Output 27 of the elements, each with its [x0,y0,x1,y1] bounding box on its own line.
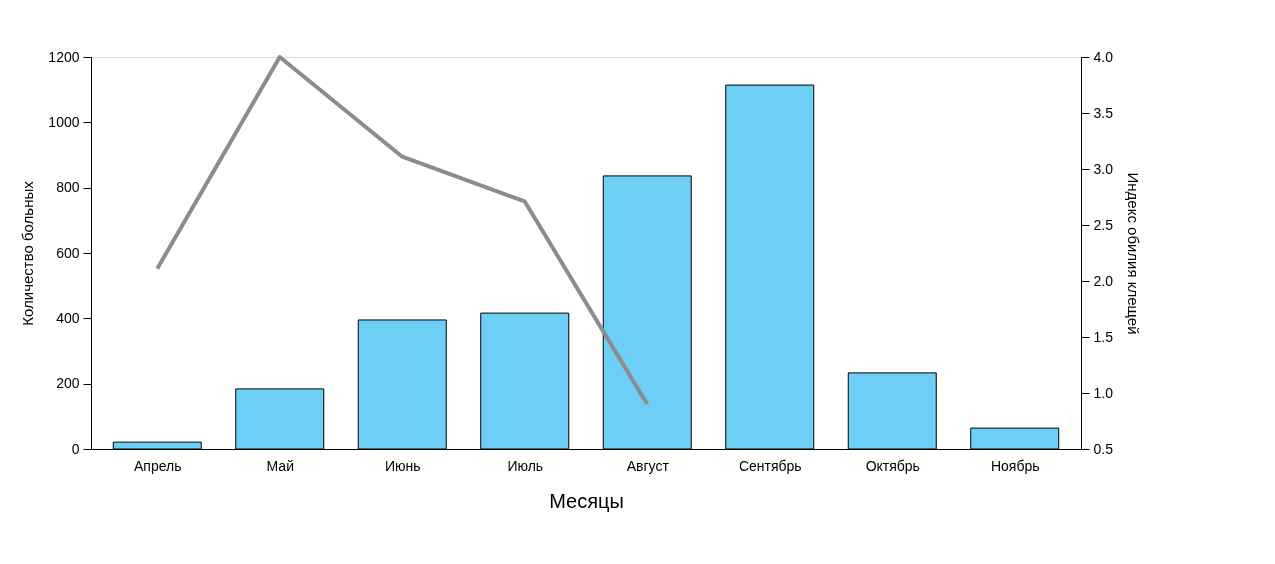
y-tick-label: 800 [56,179,80,196]
y-tick-label: 200 [56,375,80,392]
y-tick-label: 0 [71,440,80,457]
line-series [155,55,650,407]
y2-axis-title: Индекс обилия клещей [1124,172,1142,335]
x-tick-label: Апрель [134,457,182,474]
y2-tick-label: 3.5 [1093,104,1114,121]
x-tick-label: Июнь [384,457,421,474]
y2-tick-label: 4.0 [1093,48,1114,65]
y2-tick-label: 0.5 [1093,440,1114,457]
x-tick-label: Октябрь [865,457,920,474]
y-axis-title: Количество больных [19,180,37,326]
y2-tick-label: 1.0 [1093,384,1114,401]
y-tick-label: 1200 [48,48,80,65]
y2-tick-label: 1.5 [1093,328,1114,345]
y2-tick-label: 2.5 [1093,216,1114,233]
x-tick-label: Июль [507,457,544,474]
x-axis-title: Месяцы [549,489,624,512]
x-tick-label: Ноябрь [990,457,1040,474]
y-tick-label: 400 [56,309,80,326]
y-tick-label: 1000 [48,113,80,130]
x-tick-label: Август [626,457,670,474]
y2-tick-label: 2.0 [1093,272,1114,289]
x-tick-label: Май [266,457,294,474]
y-tick-label: 600 [56,244,80,261]
y2-tick-label: 3.0 [1093,160,1114,177]
x-tick-label: Сентябрь [738,457,802,474]
